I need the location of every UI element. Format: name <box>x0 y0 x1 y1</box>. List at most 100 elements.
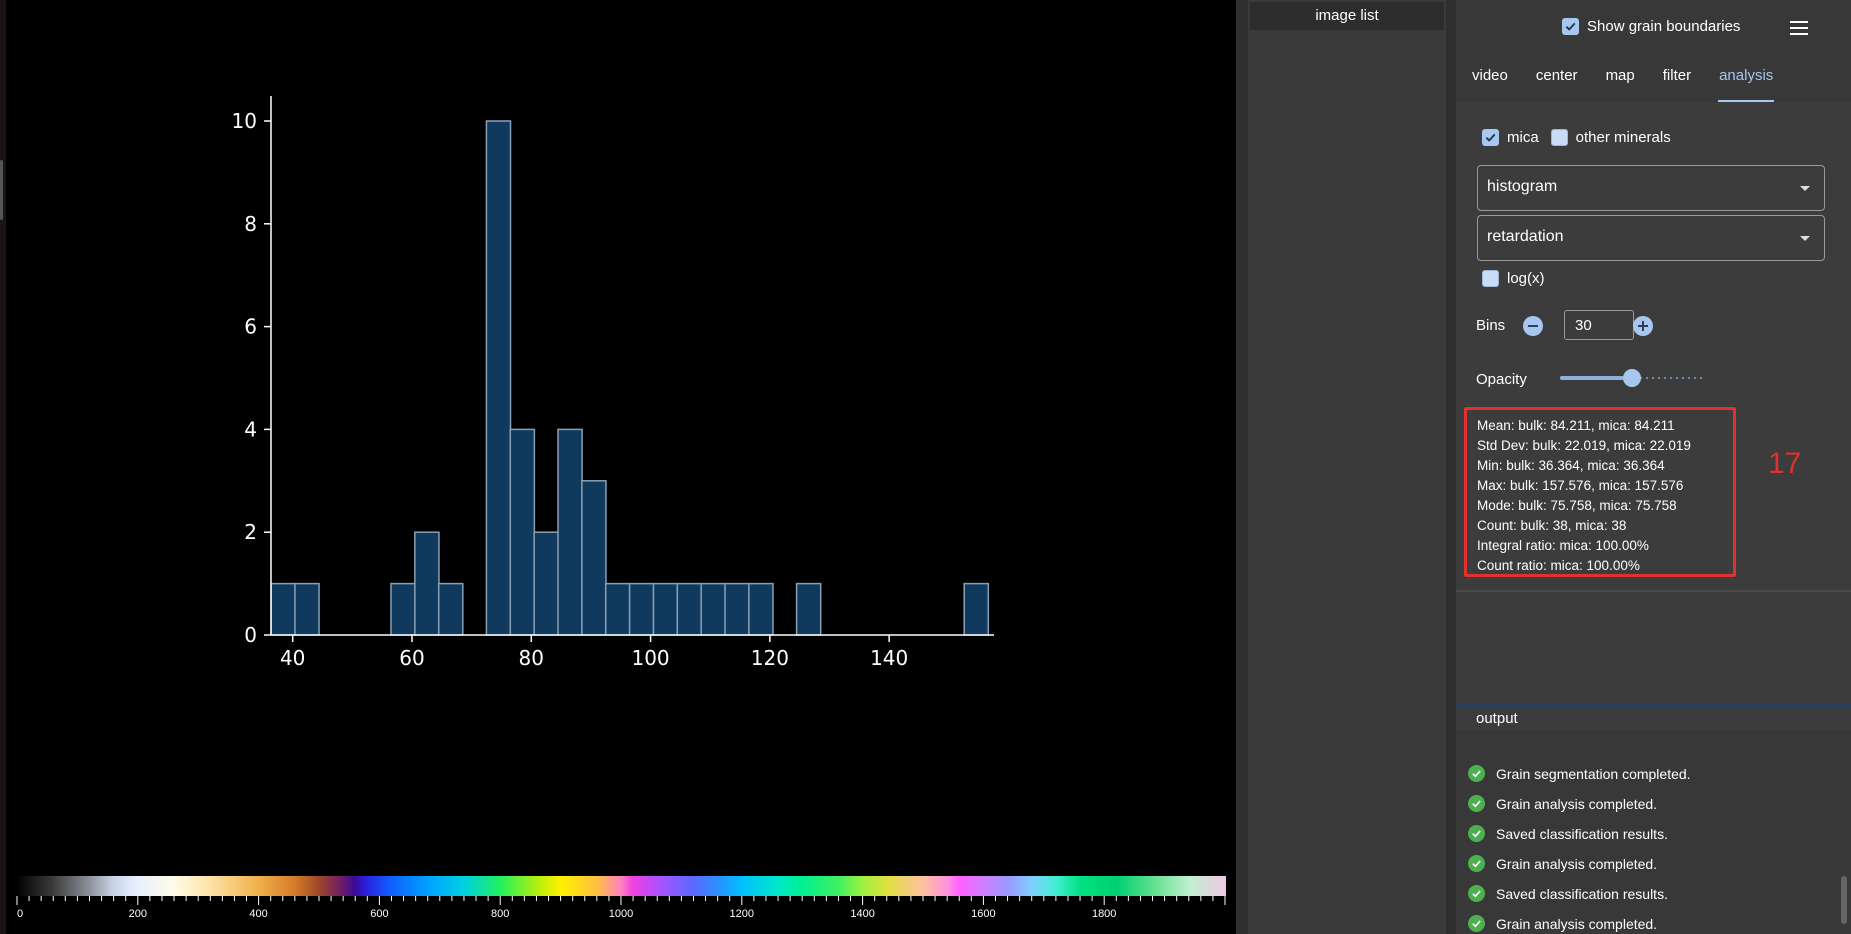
colorbar-label: 200 <box>128 908 147 920</box>
panel-tabs: video center map filter analysis <box>1456 56 1851 102</box>
plot-type-value: histogram <box>1487 178 1558 195</box>
checkbox-unchecked-icon[interactable] <box>1550 129 1568 146</box>
checkbox-checked-icon[interactable] <box>1562 18 1579 35</box>
dropdown-arrow-icon <box>1800 186 1810 191</box>
side-panel-header: Show grain boundaries <box>1456 0 1851 56</box>
x-tick-label: 40 <box>280 646 305 670</box>
histogram-bar <box>390 582 416 636</box>
success-check-icon <box>1468 915 1485 932</box>
colorbar-label: 1400 <box>850 908 875 920</box>
histogram-bar <box>700 582 727 636</box>
hamburger-menu-icon[interactable] <box>1788 17 1810 39</box>
histogram-bar <box>270 582 296 636</box>
histogram-bar <box>628 582 655 636</box>
stat-mean: Mean: bulk: 84.211, mica: 84.211 <box>1477 418 1675 433</box>
output-log-entry: Grain segmentation completed. <box>1468 765 1691 782</box>
stat-integral-ratio: Integral ratio: mica: 100.00% <box>1477 538 1649 553</box>
colorbar-label: 1600 <box>971 908 996 920</box>
panel-separator <box>1456 590 1851 592</box>
statistics-box: Mean: bulk: 84.211, mica: 84.211 Std Dev… <box>1464 407 1736 577</box>
pane-divider[interactable] <box>1236 0 1248 934</box>
x-tick-label: 140 <box>870 646 908 670</box>
x-tick-label: 100 <box>631 646 669 670</box>
side-panel: Show grain boundaries video center map f… <box>1456 0 1851 934</box>
y-tick-label: 0 <box>244 623 257 647</box>
y-tick-label: 10 <box>232 109 257 133</box>
logx-label: log(x) <box>1507 270 1545 287</box>
success-check-icon <box>1468 885 1485 902</box>
slider-fill <box>1560 376 1632 380</box>
tab-analysis[interactable]: analysis <box>1718 56 1775 102</box>
bins-input[interactable] <box>1564 310 1634 340</box>
output-log-message: Grain analysis completed. <box>1496 795 1658 812</box>
histogram-bar <box>795 582 822 636</box>
stat-std-dev: Std Dev: bulk: 22.019, mica: 22.019 <box>1477 438 1691 453</box>
histogram-bar <box>652 582 679 636</box>
histogram-bar <box>485 120 512 636</box>
histogram-bar <box>437 582 464 636</box>
tab-filter[interactable]: filter <box>1662 67 1692 84</box>
x-tick-label: 60 <box>399 646 424 670</box>
histogram-bar <box>748 582 774 636</box>
histogram-bar <box>581 480 607 636</box>
tab-map[interactable]: map <box>1605 67 1635 84</box>
histogram-bar <box>557 428 583 636</box>
resize-handle[interactable] <box>0 160 3 220</box>
mica-checkbox[interactable]: mica <box>1482 129 1539 146</box>
histogram-bar <box>604 582 631 636</box>
plot-type-select[interactable]: histogram <box>1477 165 1825 211</box>
stat-count: Count: bulk: 38, mica: 38 <box>1477 518 1627 533</box>
colorbar-label: 400 <box>249 908 268 920</box>
property-value: retardation <box>1487 228 1564 245</box>
colorbar-label: 600 <box>370 908 389 920</box>
tab-center[interactable]: center <box>1535 67 1578 84</box>
stat-min: Min: bulk: 36.364, mica: 36.364 <box>1477 458 1665 473</box>
opacity-slider[interactable] <box>1560 364 1704 392</box>
mineral-filter-checks: mica other minerals <box>1482 129 1683 146</box>
success-check-icon <box>1468 765 1485 782</box>
colorbar-label: 0 <box>17 908 24 920</box>
y-tick-label: 6 <box>244 315 257 339</box>
x-tick-label: 80 <box>519 646 544 670</box>
stat-mode: Mode: bulk: 75.758, mica: 75.758 <box>1477 498 1677 513</box>
other-minerals-label: other minerals <box>1575 129 1671 146</box>
colorbar-label: 1000 <box>608 908 634 920</box>
success-check-icon <box>1468 855 1485 872</box>
bins-increment-button[interactable] <box>1633 316 1653 336</box>
stat-max: Max: bulk: 157.576, mica: 157.576 <box>1477 478 1684 493</box>
image-list-title: image list <box>1250 2 1444 30</box>
output-log-message: Grain analysis completed. <box>1496 855 1658 872</box>
bins-label: Bins <box>1476 317 1506 334</box>
show-grain-boundaries-label: Show grain boundaries <box>1587 18 1741 35</box>
output-log-message: Saved classification results. <box>1496 885 1668 902</box>
output-log-entry: Grain analysis completed. <box>1468 915 1657 932</box>
checkbox-unchecked-icon[interactable] <box>1482 270 1499 287</box>
output-log-entry: Saved classification results. <box>1468 825 1668 842</box>
property-select[interactable]: retardation <box>1477 215 1825 261</box>
pane-divider[interactable] <box>1446 0 1456 934</box>
output-title: output <box>1476 710 1518 727</box>
x-tick-label: 120 <box>751 646 789 670</box>
annotation-number: 17 <box>1768 447 1802 480</box>
show-grain-boundaries-toggle[interactable]: Show grain boundaries <box>1562 18 1740 35</box>
tab-video[interactable]: video <box>1472 67 1508 84</box>
bins-decrement-button[interactable] <box>1523 316 1543 336</box>
output-log-entry: Saved classification results. <box>1468 885 1668 902</box>
logx-checkbox[interactable]: log(x) <box>1482 270 1545 287</box>
colorbar-label: 800 <box>491 908 510 920</box>
histogram-bar <box>294 582 320 636</box>
opacity-label: Opacity <box>1476 371 1527 388</box>
mica-label: mica <box>1507 129 1539 146</box>
y-tick-label: 2 <box>244 520 257 544</box>
slider-thumb[interactable] <box>1623 369 1641 387</box>
other-minerals-checkbox[interactable]: other minerals <box>1550 129 1671 146</box>
histogram-bar <box>533 531 559 636</box>
output-scrollbar[interactable] <box>1841 876 1847 924</box>
histogram-bar <box>676 582 703 636</box>
output-log-entry: Grain analysis completed. <box>1468 795 1657 812</box>
stat-count-ratio: Count ratio: mica: 100.00% <box>1477 558 1640 573</box>
output-splitter[interactable] <box>1456 704 1851 708</box>
colorbar-label: 1200 <box>729 908 755 920</box>
checkbox-checked-icon[interactable] <box>1482 129 1499 146</box>
histogram-chart: 0 2 4 6 8 10 40 60 80 100 120 140 <box>232 96 994 670</box>
